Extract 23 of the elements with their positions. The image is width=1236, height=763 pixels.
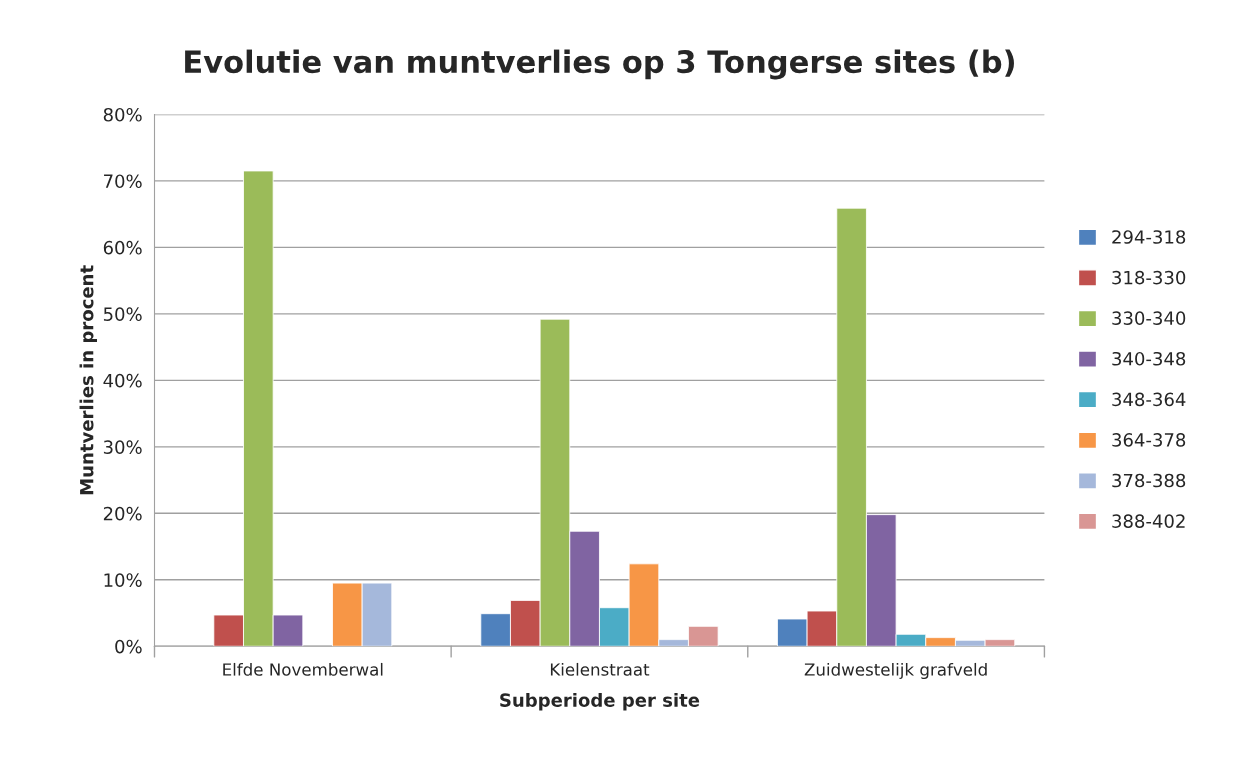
y-tick-label: 80% — [103, 107, 142, 122]
legend-label: 318-330 — [1112, 270, 1186, 285]
x-tick-label: Kielenstraat — [550, 662, 650, 676]
y-tick-label: 10% — [104, 573, 142, 587]
legend-label: 378-388 — [1112, 473, 1186, 488]
legend-label: 348-364 — [1112, 392, 1186, 407]
y-tick-label: 30% — [103, 440, 142, 454]
y-tick-label: 50% — [103, 307, 142, 321]
legend-label: 294-318 — [1112, 230, 1186, 244]
legend-label: 388-402 — [1112, 514, 1185, 528]
x-tick-label: Elfde Novemberwal — [223, 662, 383, 676]
x-tick-label: Zuidwestelijk grafveld — [804, 662, 987, 680]
chart-title: Evolutie van muntverlies op 3 Tongerse sites (b) — [185, 49, 1014, 80]
x-axis-title: Subperiode per site — [500, 692, 700, 711]
y-tick-label: 60% — [103, 240, 142, 255]
y-tick-label: 70% — [104, 174, 142, 189]
legend-label: 364-378 — [1112, 433, 1186, 447]
y-tick-label: 40% — [103, 373, 142, 388]
y-axis-title: Muntverlies in procent — [79, 265, 98, 495]
legend-label: 340-348 — [1112, 351, 1186, 366]
y-tick-label: 20% — [103, 506, 142, 521]
legend-label: 330-340 — [1112, 311, 1186, 325]
y-tick-label: 0% — [115, 639, 142, 654]
